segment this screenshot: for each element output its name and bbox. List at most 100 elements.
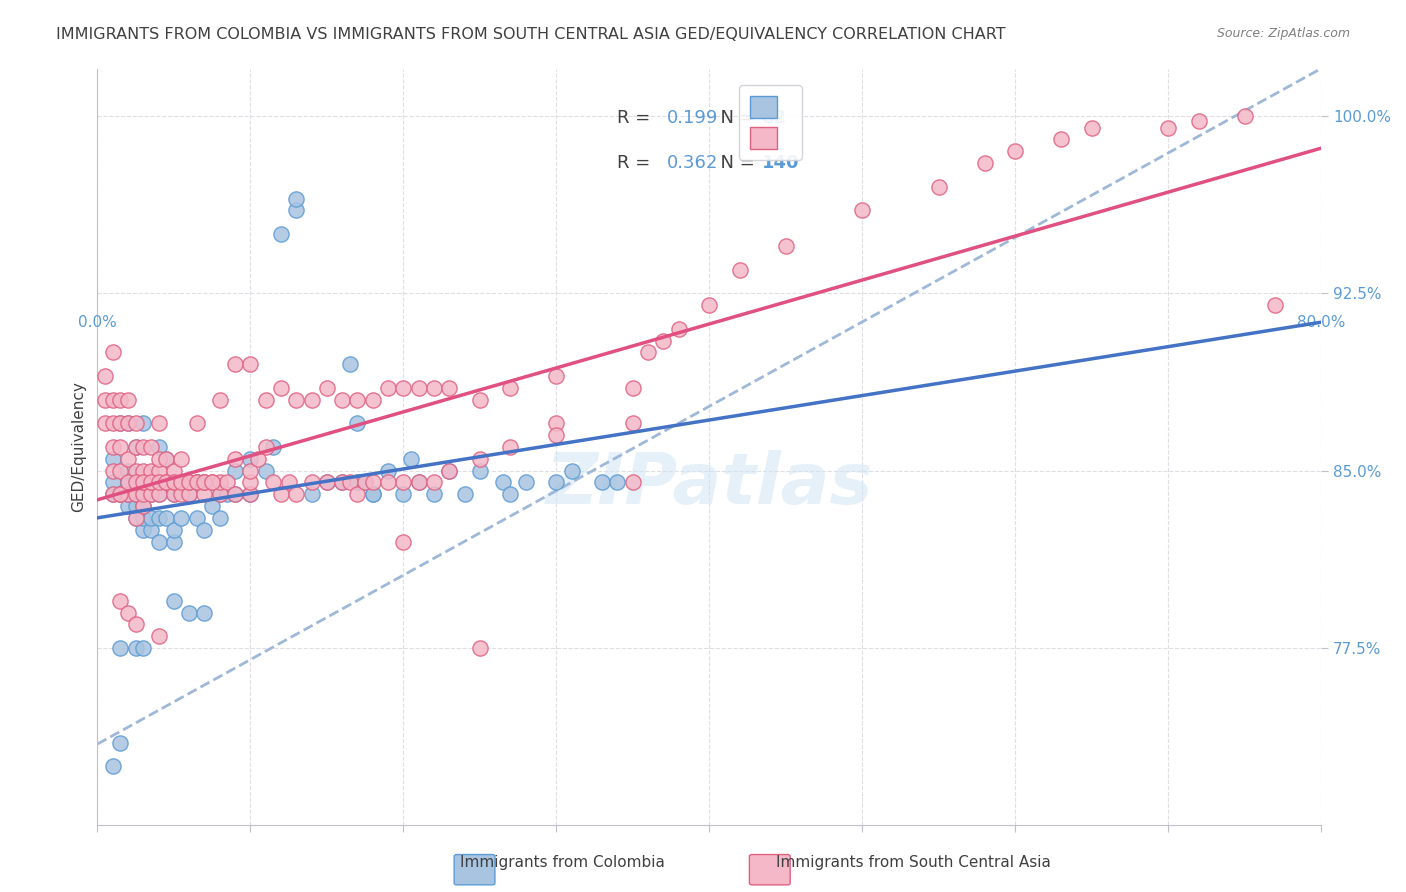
Point bbox=[224, 464, 246, 478]
Point bbox=[330, 392, 353, 407]
Point bbox=[354, 475, 377, 490]
Point bbox=[346, 417, 368, 431]
Point bbox=[377, 475, 399, 490]
Point bbox=[392, 475, 415, 490]
Point bbox=[546, 369, 568, 384]
Point bbox=[621, 417, 644, 431]
Point bbox=[285, 392, 308, 407]
Point bbox=[132, 487, 155, 501]
Point bbox=[148, 451, 170, 466]
Point bbox=[697, 298, 720, 312]
Point bbox=[270, 227, 292, 241]
Point bbox=[208, 487, 231, 501]
Point bbox=[163, 534, 186, 549]
Point bbox=[392, 534, 415, 549]
Point bbox=[163, 593, 186, 607]
Point bbox=[668, 322, 690, 336]
Point bbox=[163, 475, 186, 490]
Point bbox=[239, 487, 262, 501]
Point bbox=[139, 475, 162, 490]
Point bbox=[621, 475, 644, 490]
Point bbox=[201, 475, 224, 490]
Point bbox=[163, 523, 186, 537]
Point bbox=[224, 357, 246, 371]
Text: IMMIGRANTS FROM COLOMBIA VS IMMIGRANTS FROM SOUTH CENTRAL ASIA GED/EQUIVALENCY C: IMMIGRANTS FROM COLOMBIA VS IMMIGRANTS F… bbox=[56, 27, 1005, 42]
Point bbox=[163, 475, 186, 490]
Text: Source: ZipAtlas.com: Source: ZipAtlas.com bbox=[1216, 27, 1350, 40]
Point bbox=[1264, 298, 1286, 312]
Point bbox=[124, 440, 146, 454]
Point bbox=[468, 392, 491, 407]
Point bbox=[124, 487, 146, 501]
Point bbox=[468, 641, 491, 656]
Point bbox=[139, 475, 162, 490]
Point bbox=[499, 487, 522, 501]
Point bbox=[179, 487, 201, 501]
Point bbox=[423, 487, 446, 501]
Text: 80.0%: 80.0% bbox=[1296, 315, 1346, 329]
Point bbox=[1188, 113, 1211, 128]
Point bbox=[148, 487, 170, 501]
Point bbox=[117, 499, 139, 513]
Point bbox=[101, 417, 124, 431]
Point bbox=[148, 475, 170, 490]
Point bbox=[110, 641, 132, 656]
Point bbox=[132, 523, 155, 537]
Point bbox=[408, 381, 430, 395]
Point bbox=[170, 475, 193, 490]
Point bbox=[117, 475, 139, 490]
Point bbox=[239, 487, 262, 501]
Point bbox=[561, 464, 583, 478]
Point bbox=[124, 641, 146, 656]
Point bbox=[239, 464, 262, 478]
Point bbox=[262, 440, 284, 454]
Text: 0.0%: 0.0% bbox=[77, 315, 117, 329]
Point bbox=[101, 451, 124, 466]
Point bbox=[148, 534, 170, 549]
Point bbox=[155, 475, 177, 490]
Point bbox=[163, 487, 186, 501]
Point bbox=[392, 487, 415, 501]
Point bbox=[132, 440, 155, 454]
Point bbox=[546, 417, 568, 431]
Point bbox=[139, 511, 162, 525]
Point bbox=[148, 511, 170, 525]
Point bbox=[117, 475, 139, 490]
Point bbox=[437, 464, 460, 478]
Point bbox=[361, 487, 384, 501]
Point bbox=[139, 440, 162, 454]
Point bbox=[208, 392, 231, 407]
Point bbox=[124, 417, 146, 431]
Point bbox=[270, 487, 292, 501]
Point bbox=[117, 417, 139, 431]
Point bbox=[117, 606, 139, 620]
Point bbox=[132, 475, 155, 490]
Point bbox=[301, 487, 323, 501]
Point bbox=[148, 629, 170, 643]
Point bbox=[124, 499, 146, 513]
Point bbox=[468, 451, 491, 466]
Point bbox=[101, 487, 124, 501]
Point bbox=[437, 381, 460, 395]
Point bbox=[101, 440, 124, 454]
Point bbox=[148, 440, 170, 454]
Point bbox=[246, 451, 269, 466]
Point bbox=[492, 475, 515, 490]
Point bbox=[193, 523, 215, 537]
Point bbox=[186, 417, 208, 431]
Point bbox=[139, 487, 162, 501]
Point bbox=[101, 392, 124, 407]
Point bbox=[423, 475, 446, 490]
Point bbox=[193, 475, 215, 490]
Text: Immigrants from South Central Asia: Immigrants from South Central Asia bbox=[776, 855, 1052, 870]
Point bbox=[155, 511, 177, 525]
Point bbox=[110, 487, 132, 501]
Text: R =: R = bbox=[617, 109, 657, 127]
Point bbox=[124, 511, 146, 525]
Point bbox=[101, 487, 124, 501]
Point bbox=[170, 475, 193, 490]
Point bbox=[193, 606, 215, 620]
Point bbox=[254, 464, 277, 478]
Point bbox=[117, 487, 139, 501]
Point bbox=[285, 203, 308, 218]
